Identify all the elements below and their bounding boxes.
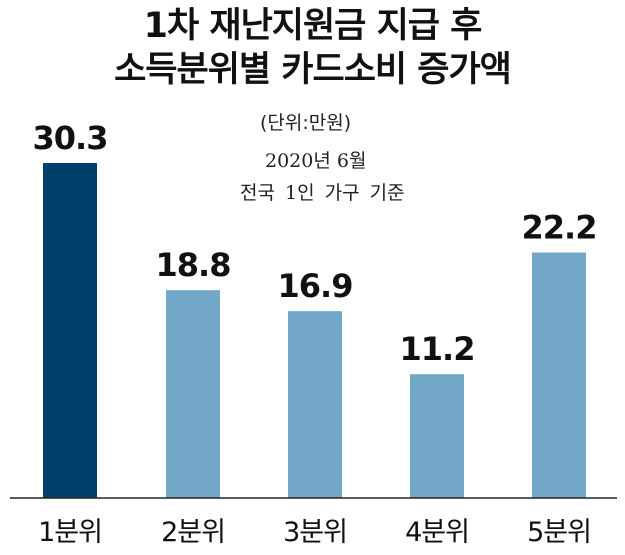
chart-title-line-1: 1차 재난지원금 지급 후 bbox=[143, 6, 483, 46]
category-label-5: 5분위 bbox=[527, 517, 591, 548]
chart-title-line-2: 소득분위별 카드소비 증가액 bbox=[114, 50, 512, 90]
basis-note: 전국 1인 가구 기준 bbox=[240, 182, 405, 204]
category-label-4: 4분위 bbox=[405, 517, 469, 548]
value-label-3: 16.9 bbox=[278, 267, 353, 305]
date-note: 2020년 6월 bbox=[265, 150, 367, 172]
value-label-1: 30.3 bbox=[33, 119, 108, 157]
bar-1 bbox=[43, 163, 97, 498]
category-label-3: 3분위 bbox=[283, 517, 347, 548]
bar-2 bbox=[166, 290, 220, 498]
value-label-2: 18.8 bbox=[156, 246, 231, 284]
bar-3 bbox=[288, 311, 342, 498]
bar-4 bbox=[410, 374, 464, 498]
value-label-5: 22.2 bbox=[522, 209, 597, 247]
category-label-2: 2분위 bbox=[161, 517, 225, 548]
bar-5 bbox=[532, 252, 586, 498]
unit-note: (단위:만원) bbox=[260, 112, 352, 134]
category-label-1: 1분위 bbox=[38, 517, 102, 548]
value-label-4: 11.2 bbox=[400, 330, 475, 368]
